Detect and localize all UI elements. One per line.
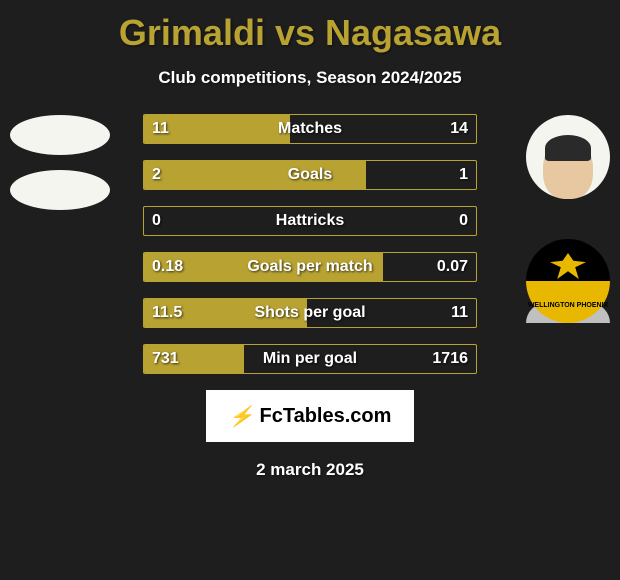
logo-text: WELLINGTON PHOENIX (528, 302, 608, 309)
comparison-bars: 11 Matches 14 2 Goals 1 0 Hattricks 0 0.18 Goals p… (143, 114, 477, 374)
bar-row: 11 Matches 14 (143, 114, 477, 144)
left-avatars (10, 115, 110, 225)
bar-value-right: 0 (459, 212, 468, 230)
bar-row: 11.5 Shots per goal 11 (143, 298, 477, 328)
right-club-logo: WELLINGTON PHOENIX (526, 239, 610, 323)
bar-fill-left (144, 161, 366, 189)
bar-value-left: 2 (152, 166, 161, 184)
left-club-logo-placeholder (10, 170, 110, 210)
bar-value-left: 0 (152, 212, 161, 230)
bar-value-right: 11 (451, 304, 468, 322)
brand-badge: ⚡ FcTables.com (206, 390, 414, 442)
chart-icon: ⚡ (229, 404, 254, 429)
brand-text: FcTables.com (260, 405, 392, 428)
bar-value-right: 1716 (432, 350, 468, 368)
bar-value-left: 0.18 (152, 258, 183, 276)
bar-label: Goals (288, 166, 332, 184)
bar-label: Goals per match (247, 258, 372, 276)
bar-row: 0 Hattricks 0 (143, 206, 477, 236)
page-title: Grimaldi vs Nagasawa (0, 0, 620, 54)
bar-value-right: 1 (459, 166, 468, 184)
bar-value-right: 14 (450, 120, 468, 138)
bar-label: Shots per goal (254, 304, 365, 322)
bar-value-left: 11 (152, 120, 169, 138)
phoenix-icon (550, 253, 586, 279)
subtitle: Club competitions, Season 2024/2025 (0, 68, 620, 88)
right-avatars: WELLINGTON PHOENIX (526, 115, 610, 323)
bar-value-left: 11.5 (152, 304, 182, 322)
bar-value-left: 731 (152, 350, 179, 368)
bar-label: Hattricks (276, 212, 344, 230)
left-player-avatar-placeholder (10, 115, 110, 155)
bar-row: 0.18 Goals per match 0.07 (143, 252, 477, 282)
footer-date: 2 march 2025 (0, 460, 620, 480)
bar-label: Matches (278, 120, 342, 138)
bar-row: 731 Min per goal 1716 (143, 344, 477, 374)
bar-label: Min per goal (263, 350, 357, 368)
right-player-avatar (526, 115, 610, 199)
bar-value-right: 0.07 (437, 258, 468, 276)
bar-row: 2 Goals 1 (143, 160, 477, 190)
